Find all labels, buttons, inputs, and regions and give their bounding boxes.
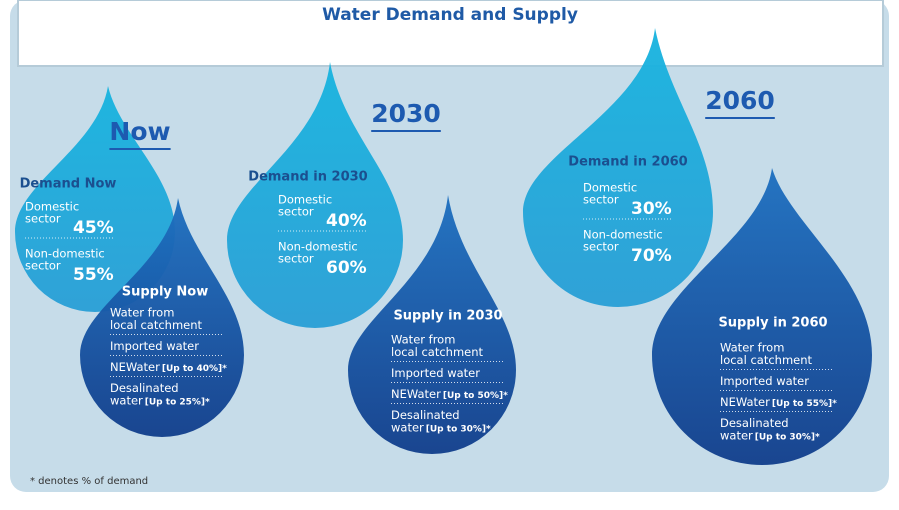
- supply-line: Imported water: [110, 339, 199, 353]
- demand-value: 30%: [631, 199, 672, 219]
- supply-title: Supply in 2030: [393, 309, 502, 324]
- demand-label: sector: [583, 240, 619, 254]
- supply-line: NEWater: [391, 387, 441, 401]
- heading-underline: [371, 130, 441, 132]
- supply-line: NEWater: [720, 395, 770, 409]
- demand-label: Domestic: [25, 200, 79, 214]
- supply-line: water: [110, 394, 143, 408]
- supply-note: [Up to 25%]*: [145, 398, 210, 408]
- heading-underline: [109, 148, 171, 150]
- demand-label: Non-domestic: [278, 240, 358, 254]
- demand-value: 40%: [326, 211, 367, 231]
- supply-line: Imported water: [391, 366, 480, 380]
- supply-line: Imported water: [720, 374, 809, 388]
- demand-label: sector: [25, 212, 61, 226]
- demand-title: Demand Now: [20, 177, 117, 192]
- supply-line: local catchment: [391, 345, 484, 359]
- panel-heading: 2060: [705, 86, 775, 115]
- demand-label: sector: [25, 259, 61, 273]
- supply-title: Supply Now: [122, 285, 209, 300]
- supply-note: [Up to 40%]*: [162, 364, 227, 374]
- demand-drop: [523, 28, 713, 307]
- footnote: * denotes % of demand: [30, 476, 148, 487]
- supply-line: Desalinated: [720, 416, 789, 430]
- demand-title: Demand in 2030: [248, 170, 367, 185]
- supply-title: Supply in 2060: [718, 316, 827, 331]
- demand-label: sector: [278, 252, 314, 266]
- demand-label: Domestic: [583, 181, 637, 195]
- supply-drop: [80, 198, 244, 437]
- supply-note: [Up to 50%]*: [443, 391, 508, 401]
- supply-line: Desalinated: [110, 381, 179, 395]
- demand-value: 55%: [73, 265, 114, 285]
- supply-line: water: [391, 421, 424, 435]
- demand-title: Demand in 2060: [568, 155, 687, 170]
- supply-line: NEWater: [110, 360, 160, 374]
- demand-value: 45%: [73, 218, 114, 238]
- supply-drop: [348, 195, 516, 454]
- supply-line: Desalinated: [391, 408, 460, 422]
- supply-line: water: [720, 429, 753, 443]
- demand-drop: [227, 62, 403, 328]
- demand-value: 70%: [631, 246, 672, 266]
- supply-line: Water from: [110, 306, 174, 320]
- heading-underline: [705, 117, 775, 119]
- supply-note: [Up to 30%]*: [755, 433, 820, 443]
- supply-line: Water from: [720, 341, 784, 355]
- demand-label: Domestic: [278, 193, 332, 207]
- demand-label: sector: [278, 205, 314, 219]
- demand-value: 60%: [326, 258, 367, 278]
- supply-line: local catchment: [110, 318, 203, 332]
- panel-heading: Now: [109, 117, 170, 146]
- demand-label: Non-domestic: [583, 228, 663, 242]
- supply-line: local catchment: [720, 353, 813, 367]
- demand-drop: [15, 86, 175, 312]
- demand-label: Non-domestic: [25, 247, 105, 261]
- title: Water Demand and Supply: [322, 5, 578, 25]
- demand-label: sector: [583, 193, 619, 207]
- panel-heading: 2030: [371, 99, 441, 128]
- title-banner: [17, 0, 884, 67]
- supply-note: [Up to 55%]*: [772, 399, 837, 409]
- supply-note: [Up to 30%]*: [426, 425, 491, 435]
- supply-line: Water from: [391, 333, 455, 347]
